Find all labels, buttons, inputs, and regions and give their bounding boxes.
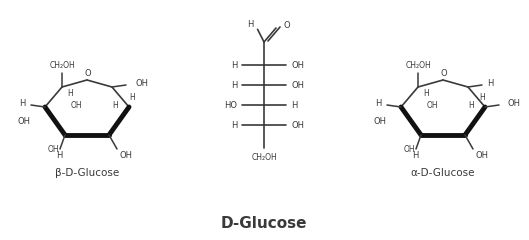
Text: H: H	[56, 150, 62, 160]
Text: OH: OH	[508, 100, 521, 108]
Text: D-Glucose: D-Glucose	[221, 216, 307, 232]
Text: H: H	[376, 100, 382, 108]
Text: H: H	[231, 80, 237, 90]
Text: H: H	[231, 120, 237, 130]
Text: H: H	[112, 101, 118, 109]
Text: H: H	[20, 100, 26, 108]
Text: H: H	[129, 92, 135, 102]
Text: OH: OH	[119, 150, 132, 160]
Text: α-D-Glucose: α-D-Glucose	[411, 168, 475, 178]
Text: β-D-Glucose: β-D-Glucose	[55, 168, 119, 178]
Text: OH: OH	[426, 101, 438, 109]
Text: O: O	[85, 70, 92, 78]
Text: OH: OH	[135, 79, 148, 89]
Text: H: H	[247, 20, 253, 29]
Text: OH: OH	[403, 144, 415, 154]
Text: CH₂OH: CH₂OH	[405, 61, 431, 71]
Text: OH: OH	[47, 144, 59, 154]
Text: H: H	[231, 60, 237, 70]
Text: H: H	[479, 92, 485, 102]
Text: O: O	[283, 20, 289, 30]
Text: OH: OH	[291, 60, 304, 70]
Text: H: H	[291, 101, 297, 109]
Text: H: H	[487, 79, 494, 89]
Text: O: O	[441, 70, 448, 78]
Text: OH: OH	[374, 116, 387, 126]
Text: OH: OH	[291, 80, 304, 90]
Text: H: H	[67, 90, 73, 98]
Text: CH₂OH: CH₂OH	[251, 154, 277, 162]
Text: OH: OH	[18, 116, 31, 126]
Text: OH: OH	[475, 150, 488, 160]
Text: OH: OH	[70, 101, 82, 109]
Text: HO: HO	[224, 101, 237, 109]
Text: H: H	[468, 101, 474, 109]
Text: H: H	[423, 90, 429, 98]
Text: OH: OH	[291, 120, 304, 130]
Text: H: H	[412, 150, 418, 160]
Text: CH₂OH: CH₂OH	[49, 61, 75, 71]
